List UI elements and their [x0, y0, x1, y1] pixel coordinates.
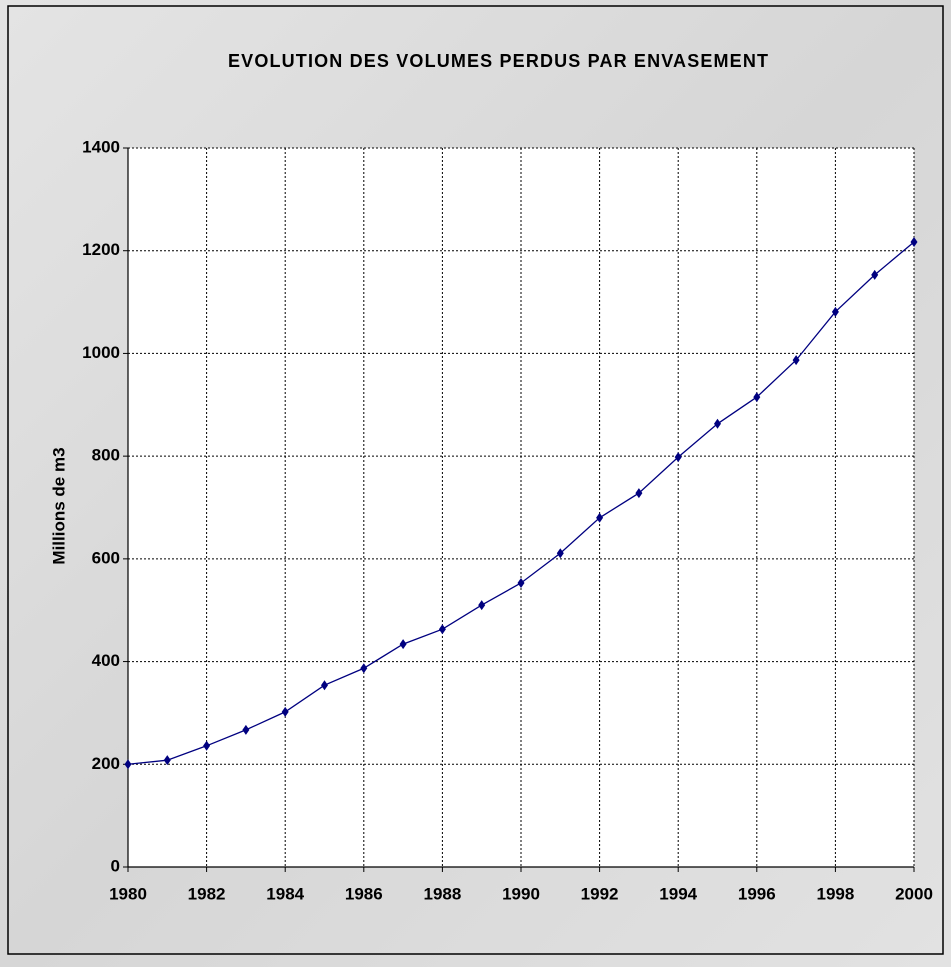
marker	[714, 418, 721, 429]
y-tick-label: 600	[92, 548, 120, 567]
marker	[910, 236, 918, 247]
marker	[399, 639, 407, 650]
x-tick-label: 1994	[659, 884, 697, 903]
y-tick-label: 1000	[82, 343, 120, 362]
x-tick-label: 1998	[816, 884, 854, 903]
x-tick-label: 1986	[345, 884, 383, 903]
marker	[753, 392, 761, 403]
x-tick-label: 2000	[895, 884, 933, 903]
y-tick-label: 1200	[82, 240, 120, 259]
y-tick-label: 200	[92, 754, 120, 773]
marker	[163, 755, 171, 766]
plot-area	[128, 148, 914, 867]
marker	[203, 740, 211, 751]
x-tick-label: 1990	[502, 884, 540, 903]
marker	[321, 680, 328, 691]
marker	[124, 759, 132, 770]
x-tick-label: 1982	[188, 884, 226, 903]
marker	[635, 488, 643, 499]
x-tick-label: 1980	[109, 884, 147, 903]
marker	[674, 452, 682, 463]
y-tick-label: 1400	[82, 137, 120, 156]
marker	[438, 624, 446, 635]
marker	[792, 355, 800, 366]
frame	[7, 5, 944, 955]
y-tick-label: 800	[92, 446, 120, 465]
marker	[242, 724, 250, 735]
chart-title: EVOLUTION DES VOLUMES PERDUS PAR ENVASEM…	[228, 51, 768, 71]
marker	[831, 306, 839, 317]
x-tick-label: 1988	[423, 884, 461, 903]
y-axis-label: Millions de m3	[49, 447, 68, 564]
marker	[478, 600, 486, 611]
x-tick-label: 1984	[266, 884, 304, 903]
marker	[360, 663, 368, 674]
marker	[596, 512, 604, 523]
x-tick-label: 1996	[738, 884, 776, 903]
marker	[517, 577, 525, 588]
marker	[556, 548, 564, 559]
y-tick-label: 0	[111, 856, 120, 875]
marker	[281, 706, 289, 717]
marker	[871, 269, 879, 280]
x-tick-label: 1992	[581, 884, 619, 903]
y-tick-label: 400	[92, 651, 120, 670]
